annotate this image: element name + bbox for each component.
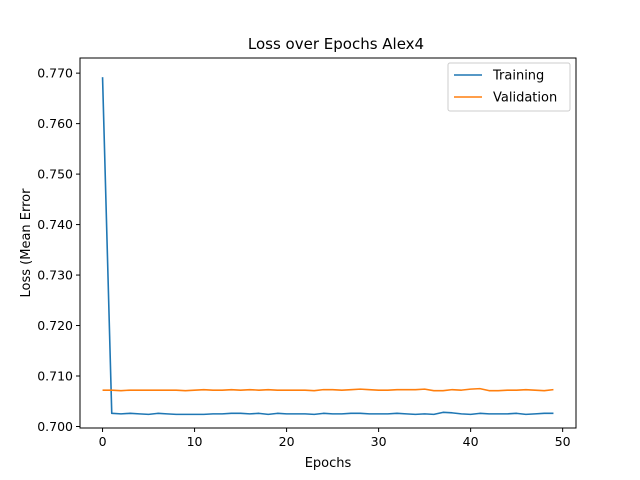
plot-frame	[79, 57, 577, 429]
legend-label-validation: Validation	[493, 91, 557, 106]
y-tick-label: 0.720	[37, 318, 73, 333]
x-tick-label: 0	[99, 434, 107, 449]
x-tick-label: 10	[187, 434, 203, 449]
y-axis: 0.700 0.710 0.720 0.730 0.740 0.750 0.760 0.770	[37, 66, 80, 434]
x-tick-label: 50	[555, 434, 571, 449]
y-tick-label: 0.710	[37, 369, 73, 384]
y-tick-label: 0.730	[37, 268, 73, 283]
series-line-training	[101, 77, 554, 416]
x-axis: 0 10 20 30 40 50	[99, 428, 571, 449]
x-tick-label: 20	[279, 434, 295, 449]
x-axis-label: Epochs	[305, 456, 352, 471]
y-tick-label: 0.770	[37, 66, 73, 81]
y-tick-label: 0.700	[37, 419, 73, 434]
series-line-validation	[102, 387, 554, 392]
legend-label-training: Training	[492, 69, 544, 84]
series-lines	[101, 77, 554, 416]
x-tick-label: 30	[371, 434, 387, 449]
x-tick-label: 40	[463, 434, 479, 449]
y-tick-label: 0.760	[37, 116, 73, 131]
y-tick-label: 0.750	[37, 167, 73, 182]
legend: Training Validation	[447, 62, 571, 112]
y-tick-label: 0.740	[37, 217, 73, 232]
chart-title: Loss over Epochs Alex4	[248, 35, 424, 53]
y-axis-label: Loss (Mean Error	[19, 188, 34, 298]
